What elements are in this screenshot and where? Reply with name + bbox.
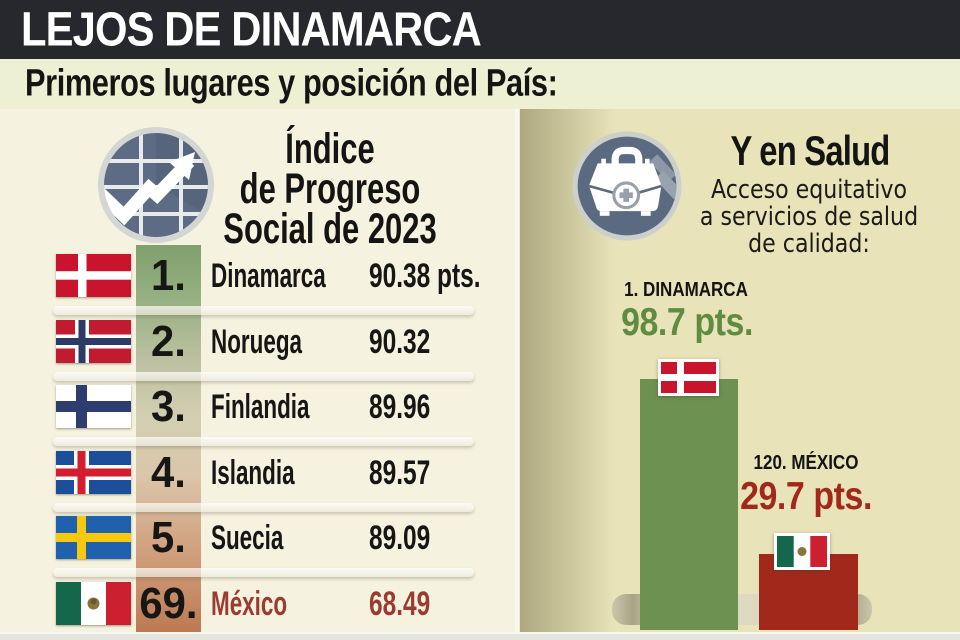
denmark-flag-icon	[658, 359, 719, 396]
country-name: México	[211, 584, 288, 623]
row-separator	[53, 502, 474, 512]
iceland-flag-icon	[56, 450, 131, 494]
header-bar: LEJOS DE DINAMARCA	[0, 0, 960, 59]
rank-row-sweden: 5. Suecia 89.09	[0, 507, 519, 568]
rank-number: 2.	[151, 316, 186, 366]
denmark-bar-value: 98.7 pts.	[621, 301, 753, 344]
health-panel: Y en Salud Acceso equitativo a servicios…	[520, 109, 960, 632]
finland-flag-icon	[56, 385, 131, 428]
norway-flag-icon	[56, 319, 131, 363]
denmark-bar-label: 1. DINAMARCA	[624, 279, 748, 301]
health-subtitle-line3: de calidad:	[748, 229, 870, 259]
health-subtitle-line2: a servicios de salud	[699, 202, 919, 232]
health-subtitle-line1: Acceso equitativo	[710, 175, 908, 205]
denmark-flag-icon	[56, 254, 131, 297]
country-name: Suecia	[211, 519, 284, 557]
health-bar-chart: 1. DINAMARCA 98.7 pts. 120. MÉXICO 29.7 …	[520, 109, 960, 632]
rank-number: 5.	[151, 513, 186, 562]
mexico-bar-label: 120. MÉXICO	[753, 452, 859, 474]
index-title-line1: Índice	[285, 125, 375, 173]
country-score: 90.38 pts.	[369, 257, 481, 295]
main-title: LEJOS DE DINAMARCA	[21, 3, 482, 56]
country-name: Noruega	[211, 322, 303, 361]
mexico-flag-icon	[774, 533, 830, 570]
row-separator	[53, 437, 474, 446]
country-score: 89.96	[369, 388, 431, 426]
row-separator	[53, 568, 474, 577]
country-score: 89.57	[369, 453, 431, 492]
rank-number: 1.	[151, 251, 186, 300]
index-title-line3: Social de 2023	[223, 205, 437, 253]
row-separator	[53, 371, 474, 381]
medical-bag-icon	[572, 131, 682, 241]
rank-row-iceland: 4. Islandia 89.57	[0, 442, 519, 503]
rank-number: 69.	[139, 578, 198, 628]
country-score: 90.32	[369, 322, 431, 361]
country-score: 68.49	[369, 584, 431, 623]
country-score: 89.09	[369, 519, 431, 557]
chart-up-globe-icon	[97, 126, 215, 244]
subtitle-band: Primeros lugares y posición del País:	[0, 59, 960, 109]
rank-row-norway: 2. Noruega 90.32	[0, 311, 519, 372]
health-title: Y en Salud	[730, 127, 890, 174]
rank-number: 3.	[151, 382, 186, 431]
row-separator	[53, 306, 474, 315]
country-name: Dinamarca	[211, 257, 326, 295]
country-name: Finlandia	[211, 388, 310, 426]
mexico-bar-value: 29.7 pts.	[740, 475, 872, 518]
denmark-bar	[640, 379, 738, 630]
rank-row-finland: 3. Finlandia 89.96	[0, 376, 519, 437]
index-panel: Índice de Progreso Social de 2023 1. Din…	[0, 109, 519, 632]
subtitle: Primeros lugares y posición del País:	[25, 62, 558, 105]
rank-row-denmark: 1. Dinamarca 90.38 pts.	[0, 245, 519, 306]
index-title-line2: de Progreso	[239, 165, 421, 213]
index-title: Índice de Progreso Social de 2023	[222, 125, 438, 253]
rank-row-mexico: 69. México 68.49	[0, 573, 519, 634]
sweden-flag-icon	[56, 516, 131, 559]
country-name: Islandia	[211, 453, 295, 492]
health-subtitle: Acceso equitativo a servicios de salud d…	[669, 177, 950, 258]
rank-number: 4.	[151, 447, 186, 497]
page-bottom-strip	[0, 632, 960, 640]
mexico-flag-icon	[56, 581, 131, 625]
